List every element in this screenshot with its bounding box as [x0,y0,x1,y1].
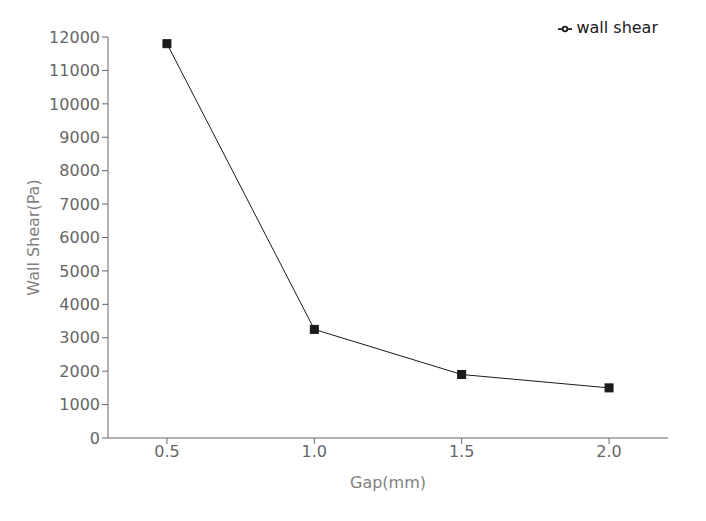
svg-text:1000: 1000 [59,395,100,414]
svg-text:6000: 6000 [59,228,100,247]
svg-text:2000: 2000 [59,362,100,381]
svg-text:5000: 5000 [59,262,100,281]
svg-text:Wall Shear(Pa): Wall Shear(Pa) [24,179,43,295]
svg-text:0.5: 0.5 [154,442,179,461]
svg-text:11000: 11000 [49,61,100,80]
svg-text:12000: 12000 [49,28,100,47]
svg-text:9000: 9000 [59,128,100,147]
svg-text:10000: 10000 [49,95,100,114]
svg-text:Gap(mm): Gap(mm) [350,473,426,492]
svg-text:8000: 8000 [59,161,100,180]
svg-text:1.5: 1.5 [449,442,474,461]
svg-text:3000: 3000 [59,328,100,347]
svg-text:4000: 4000 [59,295,100,314]
svg-text:7000: 7000 [59,195,100,214]
svg-text:2.0: 2.0 [596,442,621,461]
svg-text:0: 0 [90,429,100,448]
html-text:wall shear: wall shear [576,18,658,37]
svg-text:1.0: 1.0 [302,442,327,461]
